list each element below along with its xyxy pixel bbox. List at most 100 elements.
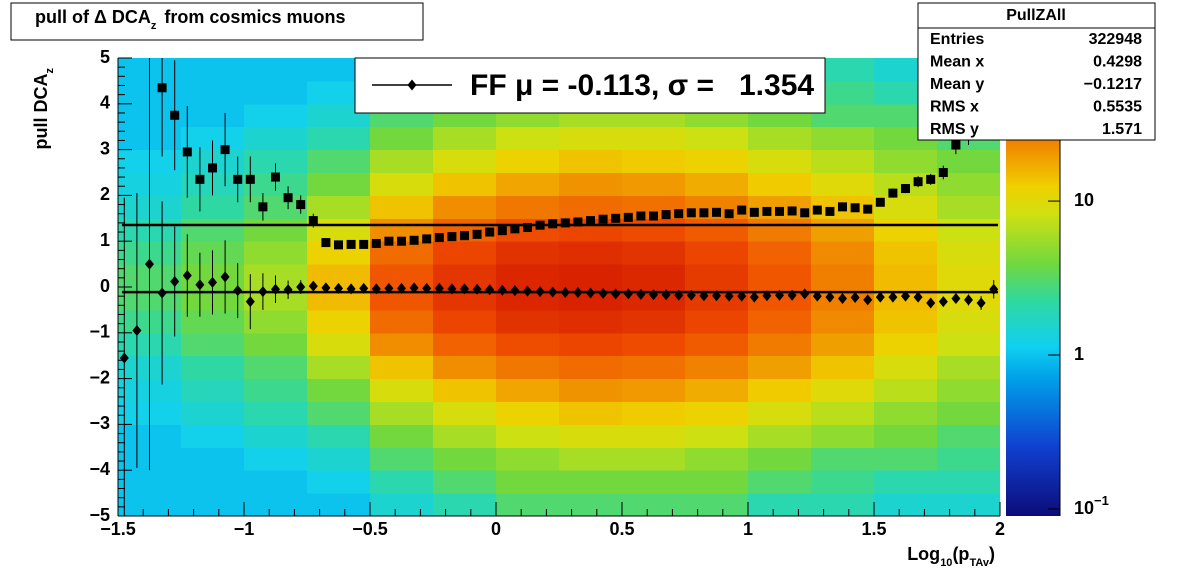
diamond-marker — [220, 271, 230, 283]
diamond-marker — [157, 287, 167, 299]
heatmap-cell — [685, 447, 749, 471]
heatmap-cell — [433, 195, 497, 219]
heatmap-cell — [118, 470, 182, 494]
square-marker — [208, 163, 217, 173]
heatmap-cell — [622, 241, 686, 265]
heatmap-cell — [811, 80, 875, 105]
heatmap-cell — [748, 241, 812, 265]
heatmap-cell — [181, 218, 245, 242]
stats-title: PullZAll — [1006, 7, 1066, 24]
diamond-marker — [472, 283, 482, 295]
heatmap-cell — [433, 309, 497, 334]
square-marker — [674, 209, 684, 219]
heatmap-cell — [559, 172, 623, 196]
heatmap-cell — [811, 126, 875, 151]
y-tick-label: −3 — [89, 413, 110, 433]
x-axis-label: Log10(pTAv) — [907, 544, 995, 569]
heatmap-cell — [433, 355, 497, 380]
diamond-marker — [623, 288, 633, 300]
square-marker — [308, 216, 318, 226]
x-tick-label: 0.5 — [609, 519, 634, 539]
heatmap-cell — [685, 378, 749, 402]
chart-title: pull of Δ DCAz from cosmics muons — [35, 7, 345, 32]
square-marker — [258, 202, 268, 212]
heatmap-cell — [307, 172, 371, 196]
diamond-marker — [560, 286, 570, 298]
heatmap-cell — [307, 149, 371, 173]
heatmap-cell — [811, 424, 875, 448]
y-tick-label: 1 — [100, 230, 110, 250]
heatmap-cell — [874, 470, 938, 494]
heatmap-cell — [370, 264, 434, 288]
heatmap-cell — [874, 332, 938, 357]
square-marker — [699, 208, 709, 218]
heatmap-cell — [874, 195, 938, 219]
heatmap-cell — [685, 309, 749, 334]
diamond-marker — [447, 283, 457, 295]
diamond-marker — [598, 287, 608, 299]
heatmap-cell — [307, 424, 371, 448]
heatmap-cell — [181, 424, 245, 448]
heatmap-cell — [181, 378, 245, 402]
heatmap-cell — [811, 172, 875, 196]
diamond-marker — [548, 286, 558, 298]
heatmap-cell — [685, 493, 749, 516]
heatmap-cell — [244, 355, 308, 380]
square-marker — [271, 172, 280, 182]
diamond-marker — [749, 291, 759, 303]
heatmap-cell — [370, 424, 434, 448]
heatmap-cell — [748, 264, 812, 288]
diamond-marker — [762, 290, 772, 302]
heatmap-cell — [937, 195, 1000, 219]
heatmap-cell — [937, 218, 1000, 242]
diamond-marker — [686, 289, 696, 301]
heatmap-cell — [811, 493, 875, 516]
diamond-marker — [712, 290, 721, 302]
diamond-marker — [434, 282, 444, 294]
diamond-marker — [775, 289, 784, 301]
square-marker — [510, 224, 520, 234]
heatmap-cell — [622, 493, 686, 516]
heatmap-cell — [244, 126, 308, 151]
heatmap-cell — [937, 447, 1000, 471]
z-tick-label-base: 1 — [1074, 344, 1084, 364]
heatmap-cell — [496, 401, 560, 425]
diamond-marker — [233, 285, 243, 297]
heatmap-cell — [244, 470, 308, 494]
heatmap-cell — [622, 332, 686, 357]
diamond-marker — [737, 290, 747, 302]
square-marker — [497, 226, 507, 236]
square-marker — [775, 206, 784, 216]
ylabel-sub: z — [44, 68, 56, 74]
heatmap-cell — [496, 172, 560, 196]
heatmap-cell — [748, 470, 812, 494]
heatmap-cell — [622, 378, 686, 402]
heatmap-cell — [181, 401, 245, 425]
diamond-marker — [245, 296, 255, 308]
heatmap-cell — [685, 126, 749, 151]
heatmap-cell — [244, 149, 308, 173]
diamond-marker — [132, 325, 142, 337]
heatmap-cell — [748, 309, 812, 334]
heatmap-cell — [181, 447, 245, 471]
square-marker — [384, 236, 394, 246]
square-marker — [371, 238, 381, 248]
heatmap-cell — [559, 264, 623, 288]
y-tick-label: 3 — [100, 138, 110, 158]
heatmap-cell — [496, 378, 560, 402]
heatmap-cell — [181, 126, 245, 151]
square-marker — [535, 220, 545, 230]
title-part: pull of Δ DCA — [35, 7, 151, 27]
heatmap-cell — [307, 126, 371, 151]
diamond-marker — [422, 282, 432, 294]
diamond-marker — [699, 290, 709, 302]
diamond-marker — [800, 288, 810, 300]
diamond-marker — [371, 283, 381, 295]
heatmap-cell — [370, 195, 434, 219]
heatmap-cell — [307, 195, 371, 219]
heatmap-cell — [496, 126, 560, 151]
heatmap-cell — [748, 447, 812, 471]
square-marker — [926, 174, 936, 184]
stats-value: 0.5535 — [1093, 99, 1142, 116]
